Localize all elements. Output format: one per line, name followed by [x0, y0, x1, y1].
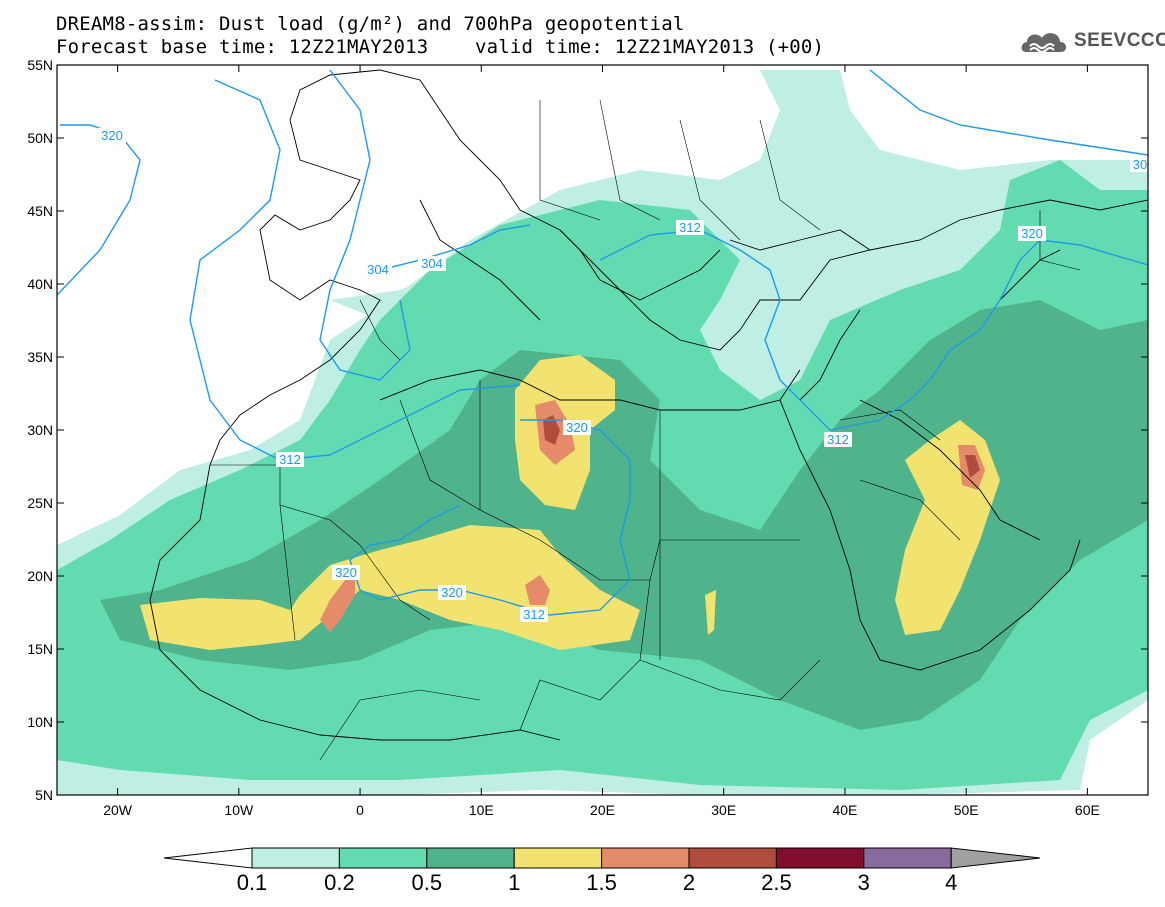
contour-label-bg — [520, 607, 548, 622]
contour-label-bg — [332, 565, 360, 580]
geopotential-contours — [57, 69, 1148, 616]
contour-label-bg — [1018, 226, 1046, 241]
lon-label: 20E — [590, 802, 615, 818]
lat-label: 50N — [27, 130, 53, 146]
lat-label: 35N — [27, 349, 53, 365]
colorbar-segment — [688, 847, 777, 869]
cloud-icon — [1021, 33, 1067, 53]
dust-level-1.5-a — [320, 575, 355, 632]
colorbar-segment — [426, 847, 515, 869]
colorbar-label: 0.1 — [237, 870, 268, 895]
lon-label: 20W — [103, 802, 133, 818]
contour-label: 312 — [827, 432, 849, 447]
colorbar-segment — [601, 847, 690, 869]
colorbar-label: 1 — [508, 870, 520, 895]
contour-label-bg — [438, 585, 466, 600]
colorbar-segment — [338, 847, 428, 869]
title-line-2: Forecast base time: 12Z21MAY2013 valid t… — [56, 36, 825, 58]
contour-label: 320 — [335, 565, 357, 580]
longitude-axis: 20W 10W 0 10E 20E 30E 40E 50E 60E — [103, 65, 1100, 818]
title-line-1: DREAM8-assim: Dust load (g/m²) and 700hP… — [56, 13, 685, 35]
lon-label: 30E — [711, 802, 736, 818]
colorbar-label: 0.5 — [412, 870, 443, 895]
contour-label: 304 — [367, 262, 389, 277]
lat-label: 20N — [27, 568, 53, 584]
colorbar-segment — [775, 847, 865, 869]
lon-label: 40E — [832, 802, 857, 818]
dust-level-1-sahel — [140, 525, 640, 650]
contour-label-bg — [676, 220, 704, 235]
colorbar-label: 2 — [683, 870, 695, 895]
logo-text: SEEVCCC — [1074, 30, 1165, 51]
contour-label: 320 — [441, 585, 463, 600]
contour-label: 320 — [1021, 226, 1043, 241]
colorbar-segment — [513, 847, 603, 869]
contour-label-bg — [364, 262, 392, 277]
contour-label: 312 — [523, 607, 545, 622]
lat-label: 55N — [27, 57, 53, 73]
borders — [210, 99, 1081, 761]
contour-label-bg — [1130, 157, 1148, 172]
colorbar: 0.1 0.2 0.5 1 1.5 2 2.5 3 4 — [163, 847, 1041, 895]
dust-field: 320 304 304 312 312 312 320 320 320 320 312 30 — [57, 65, 1148, 795]
lat-label: 30N — [27, 422, 53, 438]
dust-level-2-a — [543, 415, 560, 445]
latitude-axis: 55N 50N 45N 40N 35N 30N 25N 20N 15N 10N 5N — [27, 57, 1148, 803]
contour-label-bg — [563, 420, 591, 435]
colorbar-label: 2.5 — [761, 870, 792, 895]
contour-label-bg — [98, 128, 126, 143]
lat-label: 45N — [27, 203, 53, 219]
lat-label: 15N — [27, 641, 53, 657]
colorbar-segment — [863, 847, 952, 869]
contour-label: 320 — [566, 420, 588, 435]
lon-label: 10W — [224, 802, 254, 818]
colorbar-label: 4 — [945, 870, 957, 895]
dust-level-1-sudan — [705, 590, 716, 635]
contour-label-bg — [418, 256, 446, 271]
lat-label: 25N — [27, 495, 53, 511]
lat-label: 40N — [27, 276, 53, 292]
lat-label: 5N — [35, 787, 53, 803]
colorbar-under-triangle — [163, 847, 253, 869]
colorbar-label: 0.2 — [324, 870, 355, 895]
colorbar-label: 1.5 — [586, 870, 617, 895]
lon-label: 0 — [356, 802, 364, 818]
contour-label: 304 — [421, 256, 443, 271]
coastlines — [149, 69, 1148, 741]
colorbar-segment — [251, 847, 340, 869]
contour-labels: 320 304 304 312 312 312 320 320 320 320 312 30 — [98, 128, 1148, 622]
contour-label-bg — [824, 432, 852, 447]
contour-label-bg — [276, 452, 304, 467]
lat-label: 10N — [27, 714, 53, 730]
colorbar-over-triangle — [950, 847, 1041, 869]
contour-label: 312 — [279, 452, 301, 467]
contour-label: 30 — [1133, 157, 1147, 172]
lon-label: 50E — [954, 802, 979, 818]
lon-label: 60E — [1075, 802, 1100, 818]
dust-level-0.5 — [100, 300, 1148, 730]
dust-level-2-b — [965, 455, 980, 478]
seevccc-logo: SEEVCCC — [1018, 26, 1165, 58]
contour-label: 312 — [679, 220, 701, 235]
colorbar-label: 3 — [858, 870, 870, 895]
dust-level-1.5-b — [525, 575, 550, 605]
lon-label: 10E — [469, 802, 494, 818]
contour-label: 320 — [101, 128, 123, 143]
